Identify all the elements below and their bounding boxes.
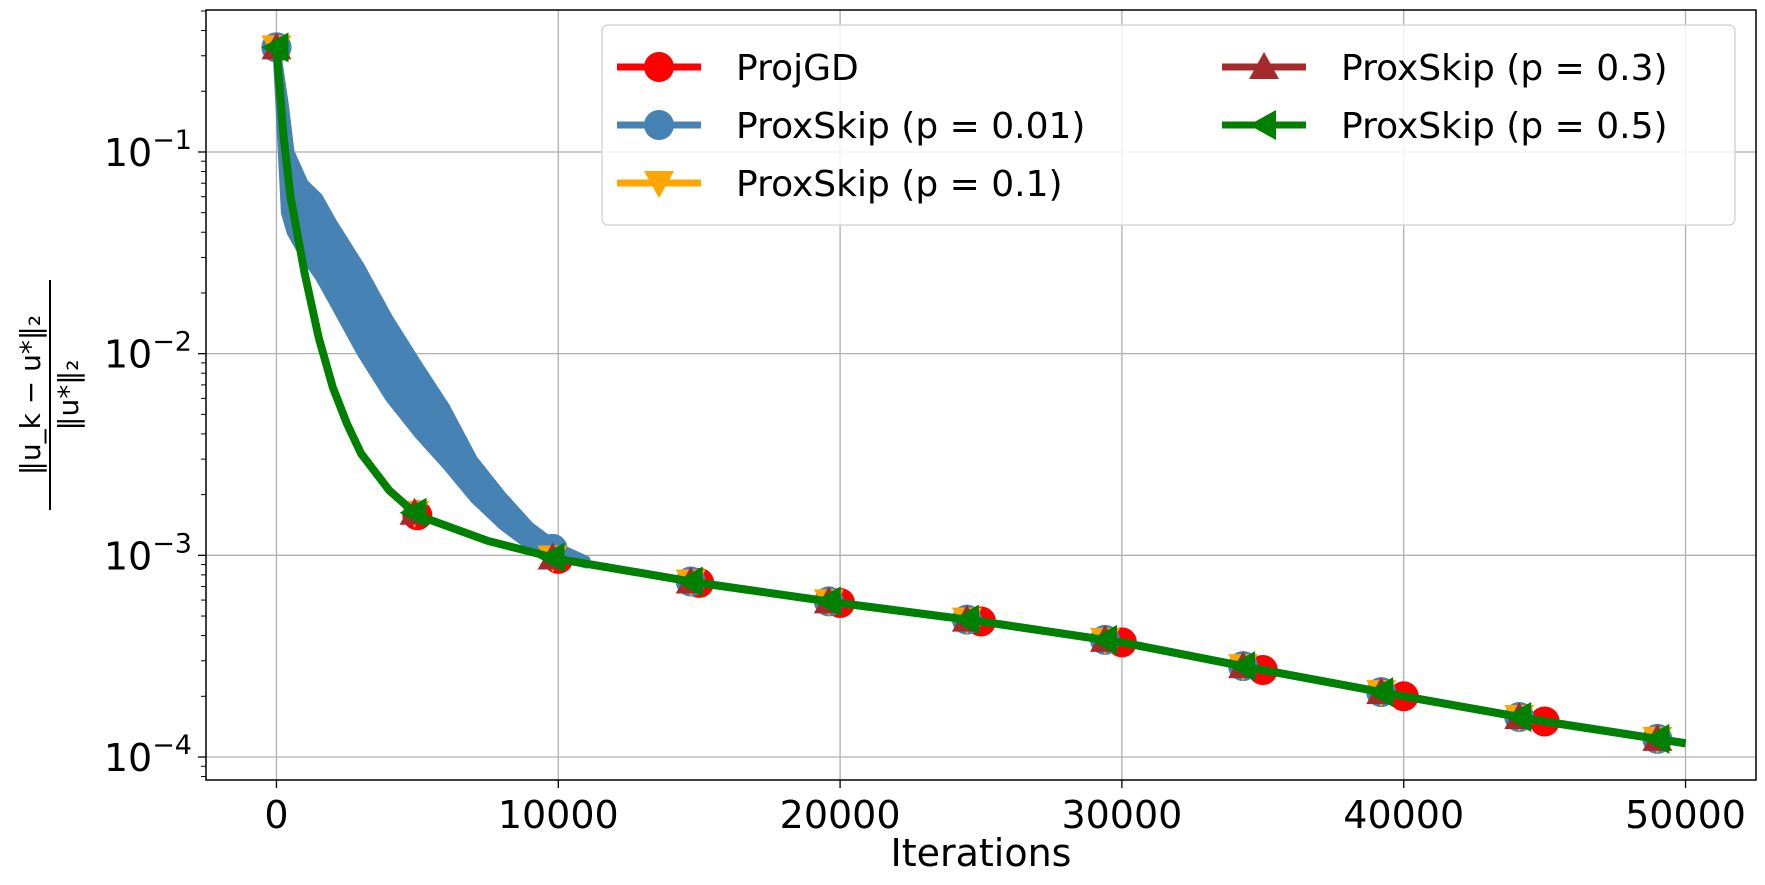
x-tick-label: 50000 — [1625, 793, 1746, 837]
marker-triangle-left — [951, 604, 979, 635]
y-tick-base: 10 — [104, 131, 152, 175]
series-4 — [261, 32, 1687, 754]
axes: 0 10000 20000 30000 40000 5000010−110−210−310… — [104, 9, 1757, 837]
marker-triangle-left — [1642, 723, 1670, 754]
marker-triangle-left — [813, 586, 841, 617]
marker-triangle-left — [1228, 651, 1256, 682]
y-tick-label: 10−1 — [104, 125, 192, 175]
y-tick-label: 10−3 — [104, 528, 192, 578]
y-tick-exponent: −3 — [152, 528, 192, 559]
y-tick-label: 10−2 — [104, 327, 192, 377]
y-axis-label-numerator: ‖u_k − u*‖₂ — [14, 315, 47, 475]
legend-label: ProjGD — [736, 48, 859, 89]
marker-triangle-left — [537, 542, 565, 573]
x-tick-label: 20000 — [780, 793, 901, 837]
marker-triangle-left — [675, 566, 703, 597]
x-tick-label: 10000 — [498, 793, 619, 837]
marker-circle — [644, 110, 674, 140]
marker-triangle-up — [1249, 52, 1279, 79]
legend-entry-4: ProxSkip (p = 0.5) — [1222, 106, 1668, 147]
legend-entry-0: ProjGD — [617, 48, 859, 89]
marker-triangle-left — [1504, 701, 1532, 732]
y-tick-base: 10 — [104, 534, 152, 578]
y-tick-base: 10 — [104, 736, 152, 780]
marker-triangle-left — [1090, 624, 1117, 655]
legend-entry-2: ProxSkip (p = 0.1) — [617, 164, 1063, 205]
y-tick-exponent: −1 — [152, 125, 192, 156]
y-tick-label: 10−4 — [104, 730, 192, 780]
marker-triangle-down — [644, 171, 674, 198]
y-tick-exponent: −4 — [152, 730, 192, 761]
legend-label: ProxSkip (p = 0.3) — [1341, 48, 1668, 89]
x-tick-label: 40000 — [1343, 793, 1464, 837]
x-axis-label: Iterations — [891, 831, 1072, 875]
legend-label: ProxSkip (p = 0.5) — [1341, 106, 1668, 147]
legend-entry-3: ProxSkip (p = 0.3) — [1222, 48, 1668, 89]
axes-frame — [205, 9, 1757, 781]
marker-triangle-left — [261, 32, 289, 63]
marker-triangle-left — [1249, 110, 1276, 140]
y-tick-base: 10 — [104, 333, 152, 377]
y-axis-label: ‖u_k − u*‖₂ ‖u*‖₂ — [14, 280, 85, 510]
y-tick-exponent: −2 — [152, 327, 192, 358]
marker-circle — [399, 379, 430, 410]
x-tick-label: 0 — [264, 793, 288, 837]
x-tick-label: 30000 — [1061, 793, 1182, 837]
legend-frame — [601, 24, 1736, 226]
legend: ProjGD ProxSkip (p = 0.01) ProxSkip (p = 0… — [601, 24, 1736, 226]
legend-label: ProxSkip (p = 0.01) — [736, 106, 1085, 147]
legend-label: ProxSkip (p = 0.1) — [736, 164, 1063, 205]
plot-area — [261, 32, 1687, 754]
noisy-band — [272, 43, 591, 569]
marker-triangle-left — [399, 497, 427, 528]
legend-entry-1: ProxSkip (p = 0.01) — [617, 106, 1085, 147]
marker-triangle-left — [1366, 677, 1394, 708]
marker-circle — [644, 52, 674, 82]
y-axis-label-denominator: ‖u*‖₂ — [52, 360, 85, 431]
